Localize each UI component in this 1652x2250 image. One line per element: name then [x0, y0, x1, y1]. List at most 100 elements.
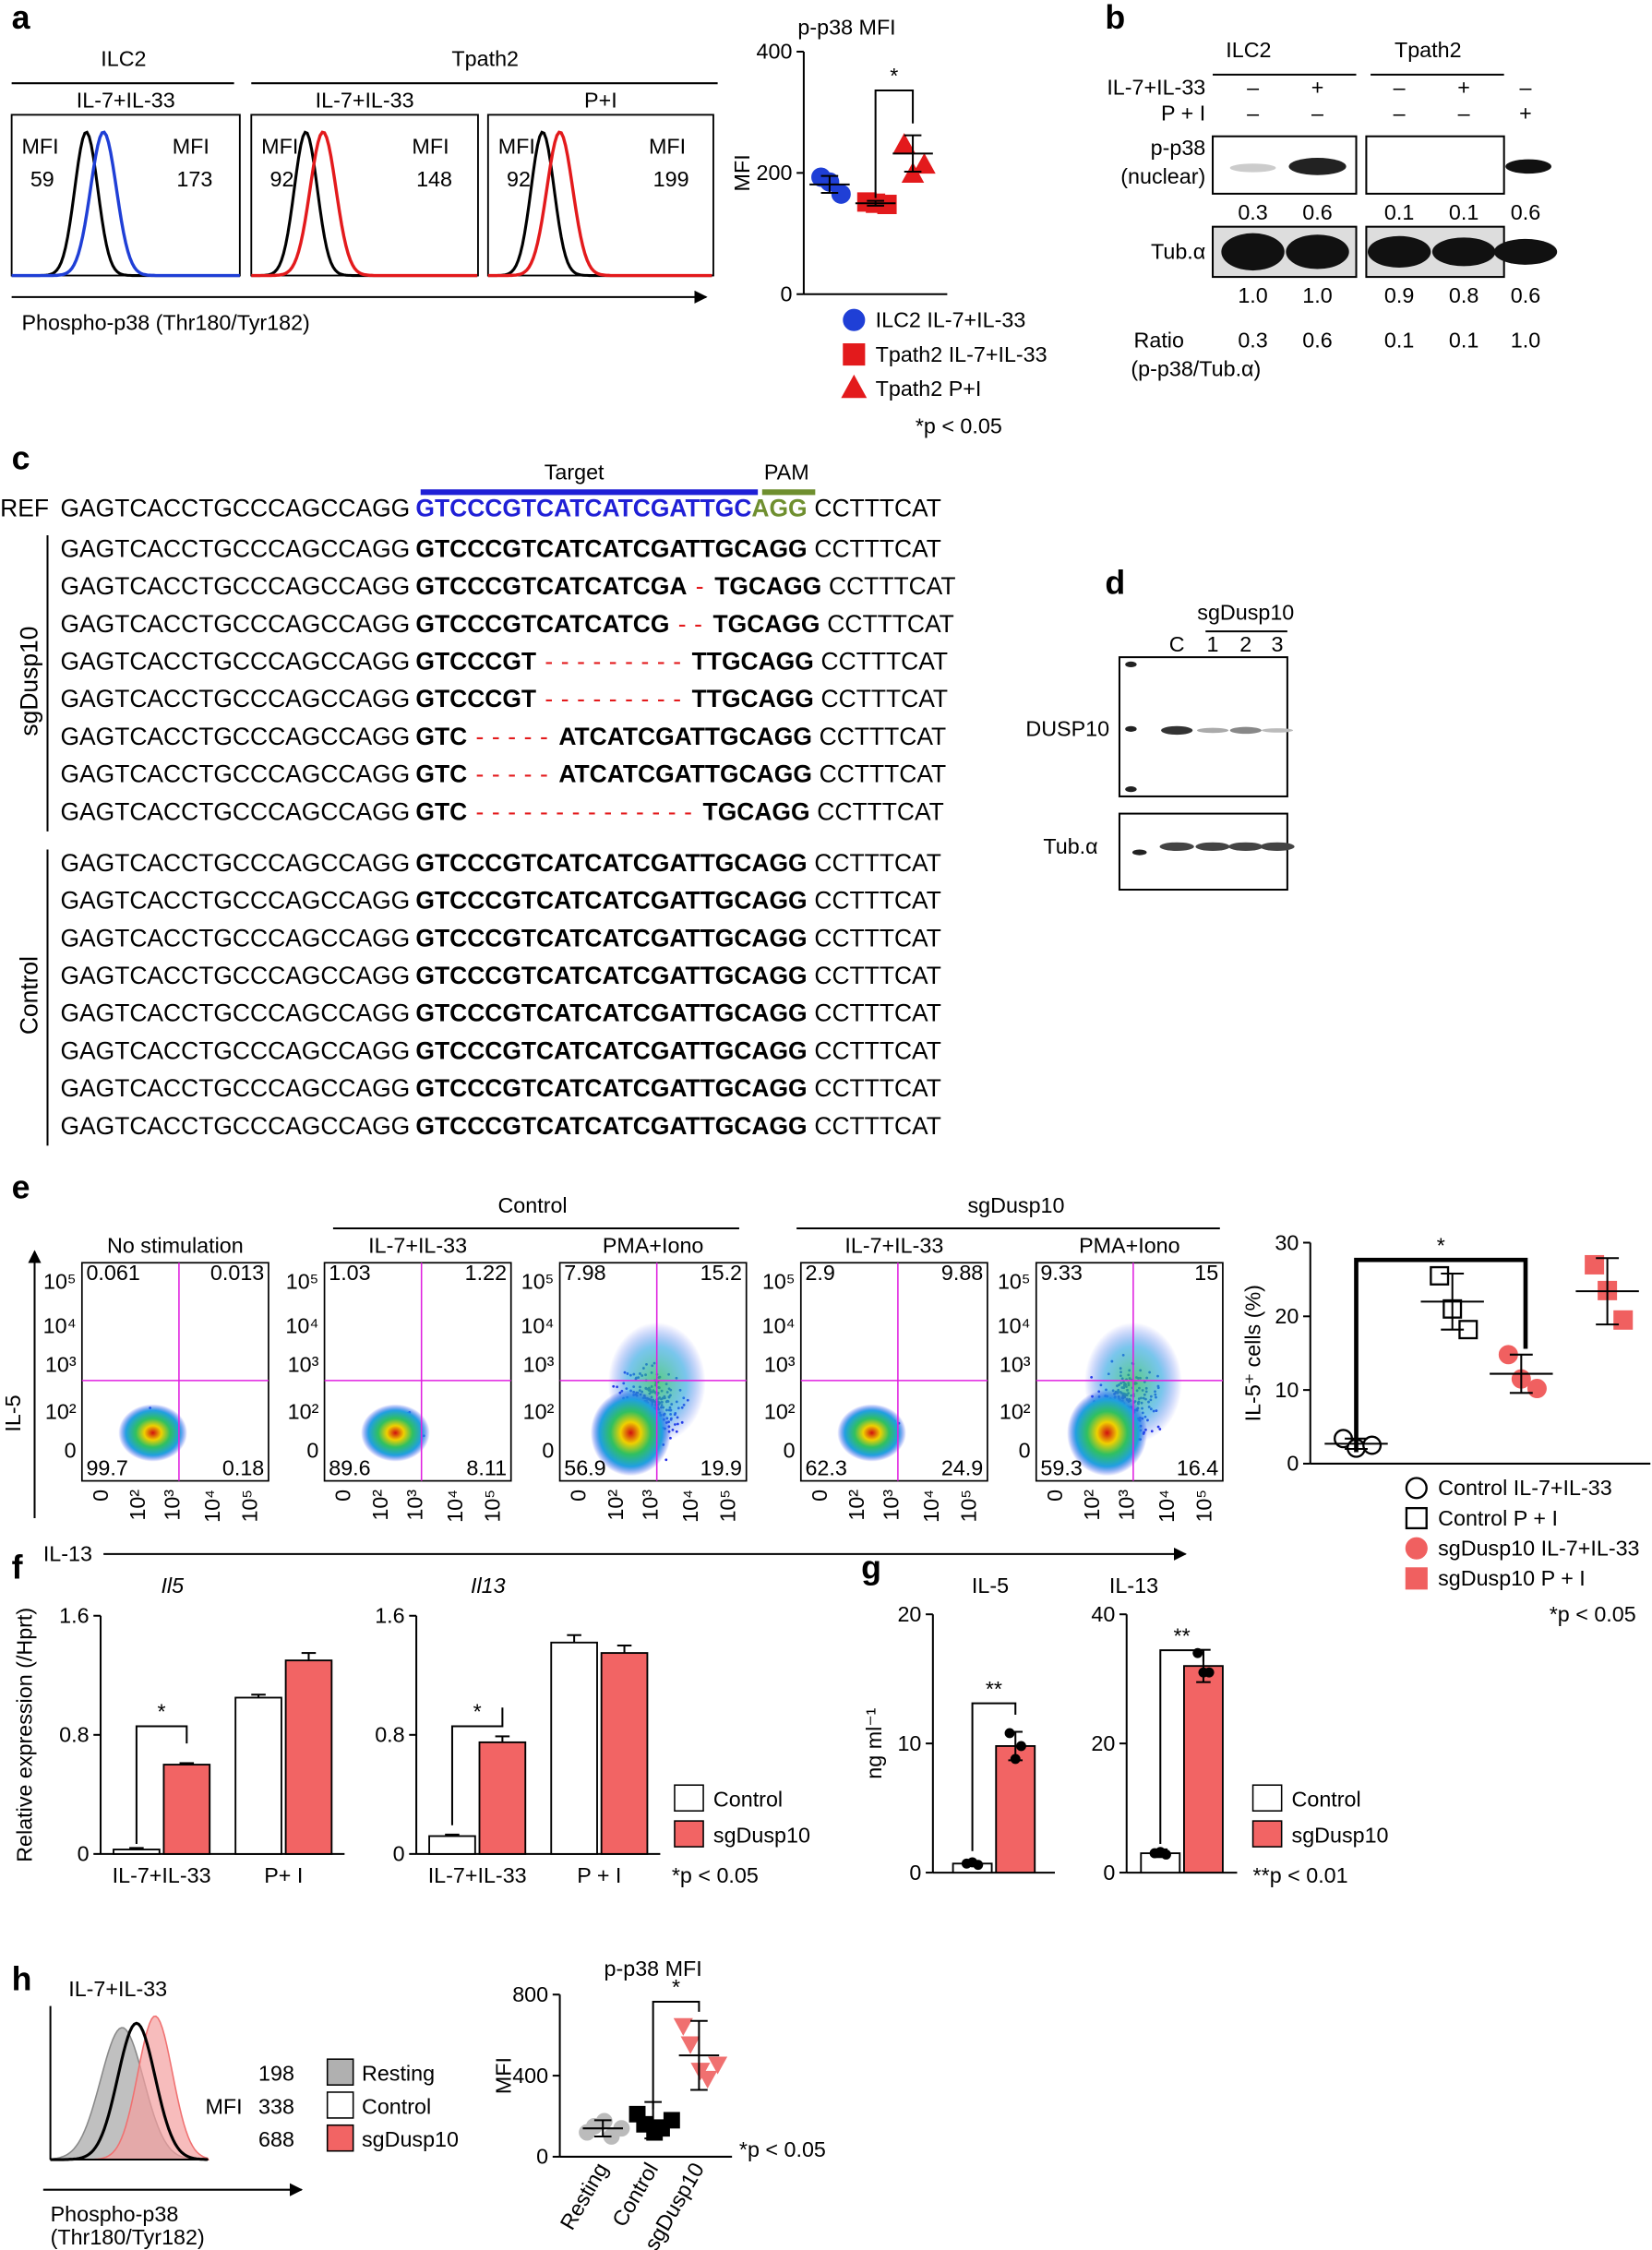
band — [1159, 842, 1194, 852]
y-tick-label: 0 — [780, 282, 792, 306]
panel-letter: d — [1105, 565, 1125, 602]
y-tick-label: 10 — [1275, 1378, 1299, 1402]
y-tick-label: 10⁴ — [285, 1313, 318, 1337]
band-label: Tub.α — [1043, 834, 1097, 858]
data-point — [913, 152, 936, 174]
sequence-part: GTCCCGTCATCATCGATTGCAGG — [415, 849, 807, 877]
sequence-part: GTCCCGTCATCATCGA — [415, 572, 687, 600]
band-value: 0.9 — [1384, 283, 1414, 307]
legend-swatch — [674, 1820, 704, 1848]
mfi-label: MFI — [649, 134, 686, 158]
sequence-part: CCTTTCAT — [814, 849, 940, 877]
sequence-part: GAGTCACCTGCCCAGCCAGG — [60, 999, 410, 1027]
ladder-band — [1125, 725, 1137, 732]
y-tick-label: 200 — [757, 161, 793, 185]
sequence-part: GTCCCGTCATCATCGATTGCAGG — [415, 887, 807, 915]
quadrant-value: 16.4 — [1177, 1455, 1218, 1479]
legend-swatch — [326, 2124, 354, 2152]
ratio-label: Ratio — [1134, 328, 1184, 352]
mfi-value: 338 — [258, 2094, 294, 2118]
blot-frame — [1118, 812, 1288, 892]
sequence-part: CCTTTCAT — [817, 797, 943, 825]
y-tick-label: 0.8 — [375, 1723, 404, 1747]
sequence-row: GAGTCACCTGCCCAGCCAGG GTCCCGTCATCATCGATTGC… — [60, 1112, 940, 1140]
footnote: **p < 0.01 — [1253, 1863, 1348, 1887]
sequence-part: AGG — [751, 495, 807, 522]
bar — [162, 1764, 211, 1855]
x-tick-label: IL-7+IL-33 — [428, 1863, 527, 1887]
band-label: (nuclear) — [1120, 164, 1205, 188]
sequence-part: ATCATCGATTGCAGG — [558, 723, 811, 750]
x-tick-label: 10⁴ — [919, 1490, 943, 1523]
legend-label: Resting — [362, 2062, 435, 2086]
x-tick-label: 0 — [331, 1490, 355, 1502]
x-tick-label: P+ I — [264, 1863, 303, 1887]
group-label: Tpath2 — [451, 47, 519, 71]
sequence-part: -------------- — [476, 797, 700, 825]
band — [1431, 237, 1496, 267]
quadrant-value: 24.9 — [941, 1455, 983, 1479]
sequence-part: GAGTCACCTGCCCAGCCAGG — [60, 1112, 410, 1140]
sequence-part: GTC — [415, 797, 467, 825]
sequence-part: GTCCCGTCATCATCGATTGCAGG — [415, 999, 807, 1027]
significance-label: * — [672, 1975, 680, 1999]
density — [361, 1404, 430, 1462]
chart-title: IL-13 — [1109, 1574, 1158, 1598]
plot-title: No stimulation — [107, 1233, 244, 1257]
y-tick-label: 400 — [757, 40, 793, 64]
sequence-row: GAGTCACCTGCCCAGCCAGG GTC -------------- TGC… — [60, 797, 943, 825]
sequence-part: --------- — [545, 647, 688, 675]
y-tick-label: 10 — [897, 1731, 921, 1755]
x-tick-label: 10² — [604, 1490, 628, 1521]
legend-label: Control — [1292, 1788, 1361, 1812]
plot-title: IL-7+IL-33 — [316, 89, 414, 113]
sequence-row: GAGTCACCTGCCCAGCCAGG GTCCCGTCATCATCGATTGC… — [60, 1036, 940, 1064]
y-tick-label: 10³ — [523, 1352, 555, 1376]
sequence-part: GTCCCGTCATCATCGATTGCAGG — [415, 962, 807, 989]
band-value: 0.1 — [1449, 200, 1478, 224]
quadrant-value: 8.11 — [466, 1455, 507, 1479]
data-point — [1004, 1728, 1015, 1739]
y-tick-label: 10⁵ — [998, 1269, 1031, 1293]
quadrant-value: 89.6 — [329, 1455, 370, 1479]
histogram-curve — [11, 130, 240, 278]
band-value: 0.6 — [1511, 200, 1540, 224]
bar — [478, 1741, 527, 1855]
x-tick-label: P + I — [577, 1863, 621, 1887]
significance-bracket — [971, 1702, 1017, 1851]
significance-bracket — [135, 1725, 188, 1844]
footnote: *p < 0.05 — [739, 2137, 826, 2161]
y-axis-label: ng ml⁻¹ — [862, 1707, 886, 1778]
density — [590, 1389, 671, 1477]
sign: – — [1394, 102, 1406, 126]
plot-area — [837, 1404, 906, 1462]
y-tick-label: 10² — [45, 1400, 77, 1424]
x-tick-label: 10⁵ — [238, 1490, 262, 1523]
sequence-row: GAGTCACCTGCCCAGCCAGG GTCCCGTCATCATCGATTGC… — [60, 849, 940, 877]
chart-title: p-p38 MFI — [797, 15, 895, 39]
significance-label: ** — [1174, 1623, 1191, 1647]
band-label: Tub.α — [1151, 240, 1205, 264]
blot-frame — [1118, 656, 1288, 797]
sign: + — [1457, 76, 1470, 100]
panel-letter: e — [12, 1168, 30, 1205]
quadrant-value: 0.061 — [86, 1261, 139, 1285]
ladder-band — [1125, 661, 1137, 668]
group-label: sgDusp10 — [968, 1193, 1065, 1217]
sequence-part: CCTTTCAT — [814, 1036, 940, 1064]
legend-swatch — [1251, 1784, 1283, 1812]
sequence-part: CCTTTCAT — [814, 887, 940, 915]
sequence-part: TGCAGG — [713, 610, 820, 638]
sequence-row: GAGTCACCTGCCCAGCCAGG GTCCCGTCATCATCGATTGC… — [60, 887, 940, 915]
pam-label: PAM — [764, 460, 809, 484]
ladder-band — [1131, 849, 1147, 856]
x-tick-label: 10³ — [161, 1490, 185, 1521]
sequence-part: CCTTTCAT — [814, 1112, 940, 1140]
mfi-value: 688 — [258, 2127, 294, 2151]
y-tick-label: 10⁵ — [43, 1269, 77, 1293]
plot-area — [118, 1404, 187, 1462]
y-tick-label: 1.6 — [375, 1604, 404, 1628]
y-tick-label: 0 — [306, 1439, 318, 1463]
x-tick-label: 0 — [1043, 1490, 1067, 1502]
sequence-part: CCTTTCAT — [820, 760, 946, 788]
